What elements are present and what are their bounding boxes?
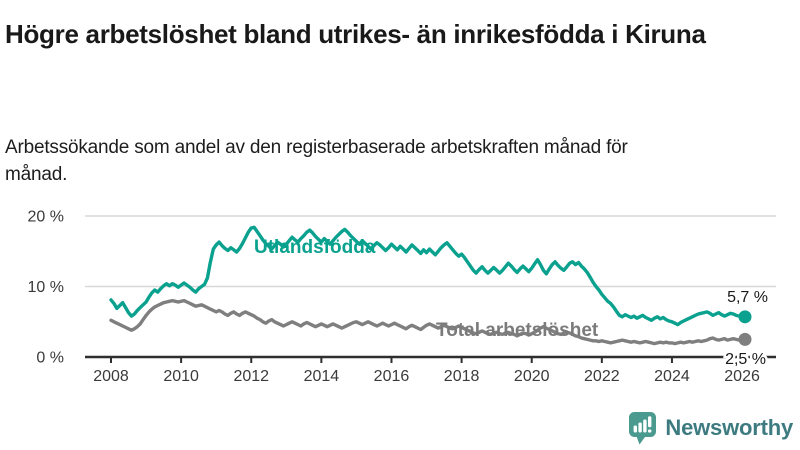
x-tick-label-2026: 2026 [724, 368, 760, 385]
end-value-label-utlandsfodda: 5,7 % [727, 289, 768, 306]
line-total [109, 298, 747, 346]
series-label-total-arbetsloshet: Total arbetslöshet [436, 320, 599, 341]
series-label-utlandsfodda: Utlandsfödda [254, 237, 376, 258]
end-dot-total [738, 332, 752, 346]
end-value-label-total: 2,5 % [725, 351, 766, 368]
x-tick-label-2018: 2018 [444, 368, 480, 385]
page-title: Högre arbetslöshet bland utrikes- än inr… [5, 19, 706, 50]
x-tick-label-2016: 2016 [374, 368, 410, 385]
x-tick-label-2012: 2012 [233, 368, 269, 385]
newsworthy-logo[interactable]: Newsworthy [628, 411, 793, 445]
x-tick-label-2020: 2020 [514, 368, 550, 385]
newsworthy-bar-chart-bubble-icon [629, 412, 657, 445]
x-tick-label-2008: 2008 [93, 368, 129, 385]
y-tick-label-0: 0 % [36, 350, 64, 367]
newsworthy-logo-text: Newsworthy [665, 415, 793, 440]
x-tick-label-2014: 2014 [304, 368, 340, 385]
x-tick-label-2024: 2024 [654, 368, 690, 385]
y-tick-label-20: 20 % [28, 209, 64, 226]
end-dot-utlandsfodda [738, 310, 752, 324]
x-tick-label-2022: 2022 [584, 368, 620, 385]
line-chart: 2008 2010 2012 2014 2016 2018 2020 2022 2024 2026… [28, 209, 776, 385]
line-utlandsfodda [109, 225, 747, 327]
x-tick-label-2010: 2010 [163, 368, 199, 385]
plot-area: 2008 2010 2012 2014 2016 2018 2020 2022 2024 2026… [28, 209, 776, 385]
y-tick-label-10: 10 % [28, 279, 64, 296]
chart-subtitle: Arbetssökande som andel av den registerb… [5, 137, 628, 185]
